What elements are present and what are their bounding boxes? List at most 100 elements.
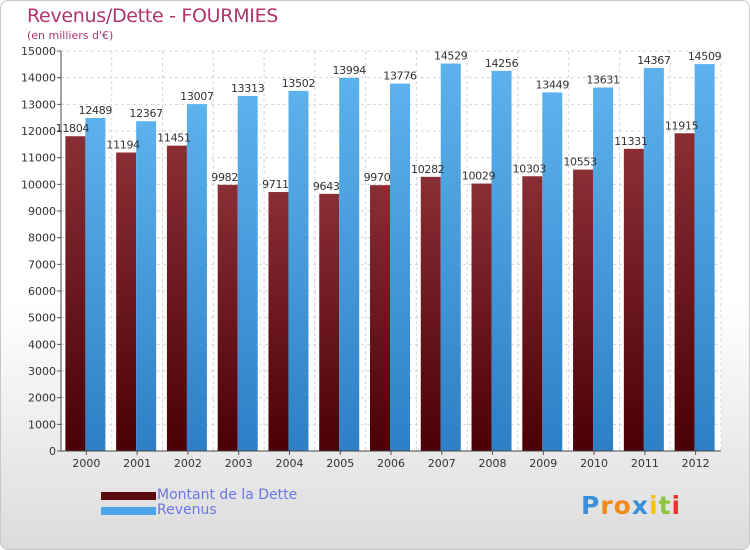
- logo-letter: i: [671, 491, 682, 520]
- y-tick-label: 7000: [28, 258, 56, 271]
- x-tick-label: 2008: [479, 457, 507, 470]
- y-tick-label: 13000: [21, 98, 56, 111]
- bar-debt: [370, 185, 390, 451]
- bar-debt: [65, 136, 86, 451]
- bar-revenue: [186, 104, 207, 451]
- data-label-debt: 9982: [211, 171, 238, 184]
- axes: 0 1000 2000 3000 4000 5000 6000 7000 8000 9000 100…: [21, 45, 721, 470]
- x-tick-label: 2011: [631, 457, 659, 470]
- logo-letter: x: [631, 491, 649, 520]
- data-label-revenue: 13776: [383, 70, 417, 83]
- data-label-revenue: 12489: [79, 104, 113, 117]
- legend-label-revenue: Revenus: [157, 502, 217, 518]
- data-labels: 11804 12489 11194 12367 11451 13007 9982 13313 9…: [56, 50, 722, 193]
- data-label-revenue: 14529: [434, 50, 468, 63]
- logo-letter: t: [658, 491, 672, 520]
- data-label-revenue: 13502: [282, 77, 316, 90]
- bar-debt: [420, 176, 441, 451]
- y-tick-label: 0: [49, 445, 56, 458]
- bar-debt: [522, 176, 543, 451]
- data-label-debt: 9970: [364, 171, 391, 184]
- data-label-debt: 11451: [157, 132, 191, 145]
- bar-debt: [471, 183, 492, 451]
- bar-revenue: [593, 87, 614, 452]
- bar-debt: [116, 152, 137, 451]
- data-label-debt: 10282: [411, 163, 445, 176]
- bar-debt: [268, 192, 289, 452]
- y-tick-label: 8000: [28, 232, 56, 245]
- legend-label-debt: Montant de la Dette: [157, 487, 298, 503]
- bar-revenue: [440, 63, 461, 452]
- x-tick-label: 2001: [123, 457, 151, 470]
- bar-debt: [674, 133, 695, 451]
- y-tick-label: 3000: [28, 365, 56, 378]
- x-tick-label: 2003: [225, 457, 253, 470]
- data-label-revenue: 14256: [485, 57, 519, 70]
- data-label-revenue: 14509: [688, 50, 722, 63]
- data-label-revenue: 13631: [586, 74, 620, 87]
- data-label-revenue: 13007: [180, 90, 214, 103]
- x-tick-label: 2012: [682, 457, 710, 470]
- bar-revenue: [390, 83, 410, 451]
- chart-subtitle: (en milliers d'€): [27, 29, 114, 42]
- y-tick-label: 15000: [21, 45, 56, 58]
- data-label-debt: 11194: [106, 138, 140, 151]
- bar-debt: [623, 148, 644, 451]
- data-label-debt: 9643: [313, 180, 340, 193]
- logo-letter: i: [649, 491, 659, 520]
- y-tick-label: 5000: [28, 312, 56, 325]
- bar-revenue: [288, 90, 309, 452]
- data-label-debt: 11804: [56, 122, 90, 135]
- logo-letter: r: [600, 491, 614, 520]
- y-tick-label: 1000: [28, 418, 56, 431]
- logo-letter: P: [581, 491, 601, 520]
- bar-revenue: [542, 92, 563, 452]
- logo-letter: o: [613, 491, 632, 520]
- data-label-debt: 10029: [462, 170, 496, 183]
- bar-revenue: [237, 95, 258, 451]
- bar-debt: [166, 145, 187, 451]
- data-label-revenue: 13313: [231, 82, 265, 95]
- data-label-debt: 11331: [614, 135, 648, 148]
- proxiti-logo: Proxiti: [581, 491, 681, 520]
- y-tick-label: 10000: [21, 178, 56, 191]
- y-tick-label: 4000: [28, 338, 56, 351]
- bar-revenue: [339, 77, 360, 452]
- data-label-debt: 10553: [563, 156, 597, 169]
- x-tick-label: 2005: [326, 457, 354, 470]
- data-label-revenue: 13449: [536, 78, 570, 91]
- data-label-revenue: 14367: [637, 54, 671, 67]
- x-tick-label: 2000: [72, 457, 100, 470]
- x-tick-label: 2010: [580, 457, 608, 470]
- bar-debt: [319, 193, 340, 451]
- data-label-debt: 9711: [262, 178, 289, 191]
- y-tick-label: 9000: [28, 205, 56, 218]
- x-tick-label: 2007: [428, 457, 456, 470]
- x-tick-label: 2006: [377, 457, 405, 470]
- data-label-debt: 11915: [665, 119, 699, 132]
- bar-revenue: [694, 64, 715, 452]
- y-tick-label: 6000: [28, 285, 56, 298]
- x-tick-label: 2002: [174, 457, 202, 470]
- bar-revenue: [85, 117, 106, 452]
- chart-title: Revenus/Dette - FOURMIES: [27, 5, 279, 27]
- data-label-revenue: 12367: [129, 107, 163, 120]
- y-tick-label: 11000: [21, 152, 56, 165]
- legend-swatch-revenue: [101, 507, 156, 515]
- bars: [65, 63, 715, 452]
- y-tick-label: 2000: [28, 392, 56, 405]
- bar-revenue: [136, 121, 157, 452]
- x-tick-label: 2004: [275, 457, 303, 470]
- y-tick-label: 14000: [21, 72, 56, 85]
- legend-swatch-debt: [101, 492, 156, 500]
- x-tick-label: 2009: [529, 457, 557, 470]
- bar-revenue: [491, 70, 512, 451]
- bar-debt: [217, 184, 238, 451]
- data-label-debt: 10303: [513, 162, 547, 175]
- bar-debt: [573, 169, 594, 451]
- y-tick-label: 12000: [21, 125, 56, 138]
- data-label-revenue: 13994: [332, 64, 366, 77]
- bar-revenue: [643, 67, 664, 451]
